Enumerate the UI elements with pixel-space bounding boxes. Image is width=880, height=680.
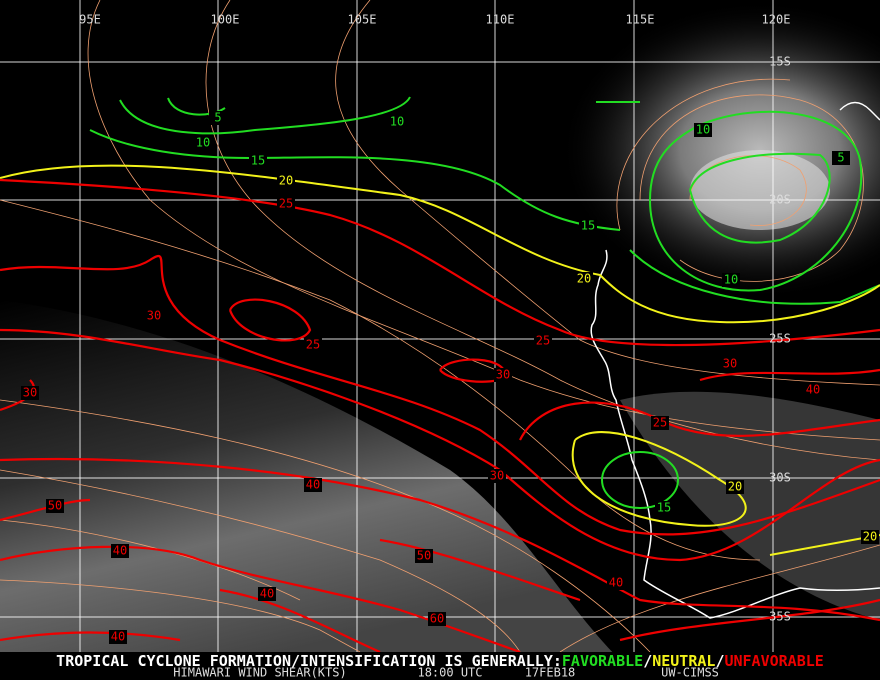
coastline: [839, 101, 880, 121]
legend-part: FAVORABLE: [562, 652, 643, 670]
latitude-labels: 15S 20S 25S 30S 35S: [769, 55, 791, 624]
legend-part: TROPICAL CYCLONE FORMATION/INTENSIFICATI…: [56, 652, 562, 670]
contour-label: 50: [48, 499, 62, 513]
legend-part: /: [643, 652, 652, 670]
longitude-label: 115E: [626, 13, 655, 27]
contour-label: 30: [723, 357, 737, 371]
latitude-label: 15S: [769, 55, 791, 69]
label-bg: [277, 174, 295, 188]
footer: HIMAWARI WIND SHEAR(KTS) 18:00 UTC 17FEB18…: [173, 666, 719, 680]
label-bg: [304, 338, 322, 352]
contour-label: 30: [490, 469, 504, 483]
contour-label: 60: [430, 612, 444, 626]
contour-label: 10: [696, 123, 710, 137]
label-bg: [575, 272, 593, 286]
contour-label: 30: [496, 368, 510, 382]
longitude-label: 100E: [211, 13, 240, 27]
contour-label: 5: [837, 151, 844, 165]
contour-label: 25: [306, 338, 320, 352]
longitude-label: 120E: [762, 13, 791, 27]
label-bg: [209, 111, 227, 125]
label-bg: [494, 368, 512, 382]
footer-bar: [0, 652, 880, 680]
label-bg: [194, 136, 212, 150]
contour-label: 20: [577, 272, 591, 286]
label-bg: [832, 151, 850, 165]
contour-label: 40: [806, 383, 820, 397]
contour-label: 15: [251, 154, 265, 168]
label-bg: [534, 334, 552, 348]
label-bg: [388, 115, 406, 129]
label-bg: [249, 154, 267, 168]
label-bg: [258, 587, 276, 601]
label-bg: [145, 309, 163, 323]
grid: [0, 0, 880, 652]
label-bg: [488, 469, 506, 483]
longitude-label: 110E: [486, 13, 515, 27]
contour-label: 30: [147, 309, 161, 323]
contour-label: 25: [536, 334, 550, 348]
contour-label: 25: [279, 197, 293, 211]
contour-label: 10: [724, 273, 738, 287]
label-bg: [607, 576, 625, 590]
contour-label: 40: [609, 576, 623, 590]
legend-part: /: [715, 652, 724, 670]
label-bg: [415, 549, 433, 563]
legend-part: UNFAVORABLE: [724, 652, 823, 670]
legend-part: NEUTRAL: [652, 652, 715, 670]
label-bg: [109, 630, 127, 644]
longitude-label: 95E: [79, 13, 101, 27]
cloud-mass: [560, 0, 880, 300]
footer-text: 17FEB18: [525, 666, 576, 680]
label-bg: [277, 197, 295, 211]
legend: TROPICAL CYCLONE FORMATION/INTENSIFICATI…: [56, 652, 824, 670]
label-bg: [722, 273, 740, 287]
contour-label: 10: [390, 115, 404, 129]
label-bg: [579, 219, 597, 233]
streamlines: [0, 0, 880, 653]
contour-labels: 5 10 10 15 15 10 5 10 15 20 20 20 20 25 30 25 25 30 30 40 25…: [21, 111, 879, 644]
contour-label: 15: [581, 219, 595, 233]
label-bg: [46, 499, 64, 513]
label-bg: [721, 357, 739, 371]
longitude-labels: 95E 100E 105E 110E 115E 120E: [79, 13, 790, 27]
footer-text: UW-CIMSS: [661, 666, 719, 680]
label-bg: [111, 544, 129, 558]
latitude-label: 20S: [769, 193, 791, 207]
longitude-label: 105E: [348, 13, 377, 27]
contour-label: 40: [306, 478, 320, 492]
contour-label: 15: [657, 501, 671, 515]
cyclone-core: [690, 150, 830, 230]
contour-label: 5: [214, 111, 221, 125]
footer-text: HIMAWARI WIND SHEAR(KTS): [173, 666, 346, 680]
contour-label: 30: [23, 386, 37, 400]
contour-label: 50: [417, 549, 431, 563]
coastline: [590, 249, 880, 619]
contour-label: 10: [196, 136, 210, 150]
contour-label: 25: [653, 416, 667, 430]
label-bg: [651, 416, 669, 430]
contour-label: 40: [260, 587, 274, 601]
contour-label: 20: [863, 530, 877, 544]
latitude-label: 35S: [769, 610, 791, 624]
latitude-label: 25S: [769, 332, 791, 346]
label-bg: [861, 530, 879, 544]
contour-label: 20: [728, 480, 742, 494]
contour-label: 40: [111, 630, 125, 644]
label-bg: [804, 383, 822, 397]
label-bg: [304, 478, 322, 492]
label-bg: [428, 612, 446, 626]
label-bg: [694, 123, 712, 137]
contours-favorable: [89, 96, 880, 509]
latitude-label: 30S: [769, 471, 791, 485]
contour-label: 20: [279, 174, 293, 188]
label-bg: [655, 501, 673, 515]
label-bg: [21, 386, 39, 400]
footer-text: 18:00 UTC: [417, 666, 482, 680]
contour-label: 40: [113, 544, 127, 558]
label-bg: [726, 480, 744, 494]
